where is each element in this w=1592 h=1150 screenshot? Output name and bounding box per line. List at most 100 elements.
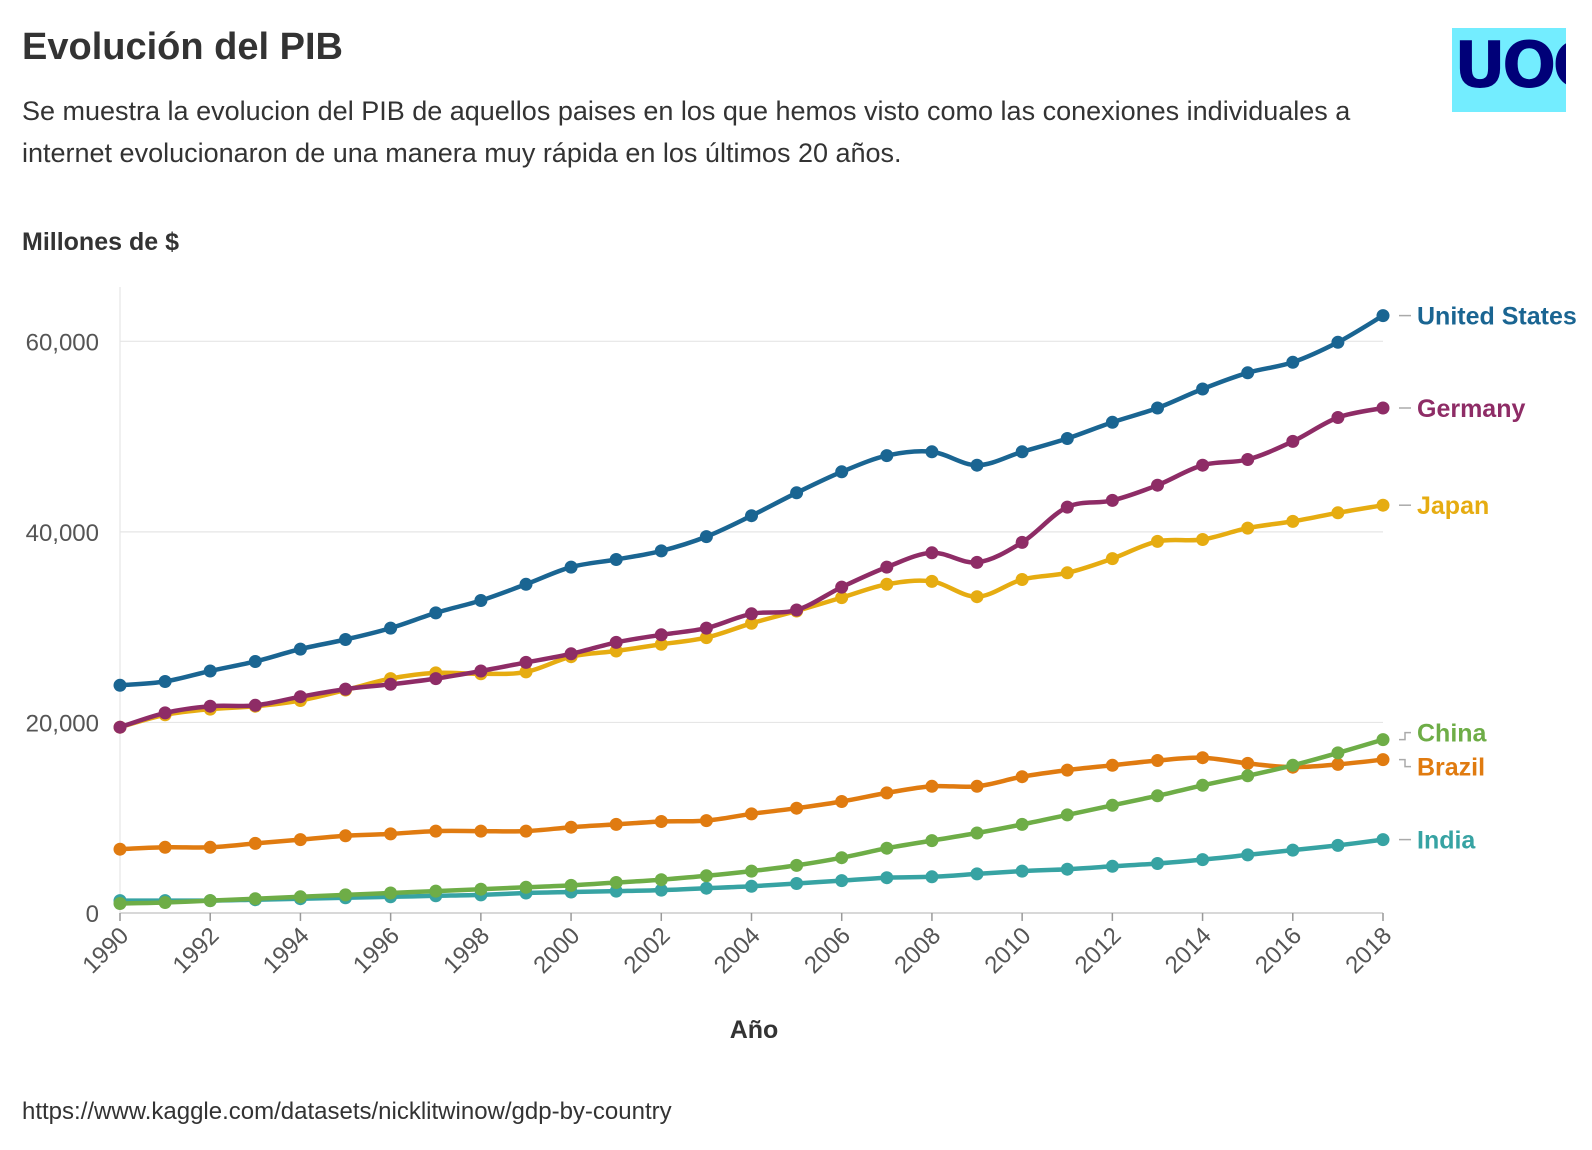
data-point[interactable]: [339, 682, 352, 696]
data-point[interactable]: [384, 827, 398, 841]
data-point[interactable]: [248, 836, 262, 850]
data-point[interactable]: [1151, 478, 1164, 492]
data-point[interactable]: [1060, 808, 1074, 822]
data-point[interactable]: [1241, 848, 1255, 862]
data-point[interactable]: [1151, 857, 1164, 870]
data-point[interactable]: [474, 882, 488, 896]
data-point[interactable]: [970, 867, 984, 881]
data-point[interactable]: [1015, 445, 1029, 459]
data-point[interactable]: [1286, 355, 1300, 369]
data-point[interactable]: [203, 664, 217, 678]
data-point[interactable]: [1105, 758, 1119, 772]
data-point[interactable]: [790, 603, 804, 617]
data-point[interactable]: [293, 642, 307, 656]
data-point[interactable]: [519, 880, 533, 894]
data-point[interactable]: [790, 486, 804, 500]
data-point[interactable]: [1151, 401, 1164, 415]
data-point[interactable]: [203, 699, 217, 713]
data-point[interactable]: [699, 530, 713, 544]
data-point[interactable]: [1241, 521, 1255, 535]
data-point[interactable]: [1196, 382, 1210, 396]
data-point[interactable]: [158, 896, 172, 909]
data-point[interactable]: [564, 820, 578, 834]
data-point[interactable]: [745, 607, 758, 621]
data-point[interactable]: [1151, 534, 1164, 548]
data-point[interactable]: [1060, 566, 1074, 580]
data-point[interactable]: [1196, 533, 1210, 546]
data-point[interactable]: [699, 814, 713, 828]
data-point[interactable]: [158, 706, 172, 720]
data-point[interactable]: [474, 594, 488, 607]
data-point[interactable]: [1105, 798, 1119, 812]
data-point[interactable]: [835, 591, 849, 605]
data-point[interactable]: [654, 883, 668, 897]
data-point[interactable]: [1286, 514, 1300, 528]
data-point[interactable]: [519, 665, 533, 679]
data-point[interactable]: [654, 628, 668, 642]
data-point[interactable]: [1376, 401, 1390, 415]
data-point[interactable]: [429, 884, 443, 898]
data-point[interactable]: [113, 842, 127, 856]
data-point[interactable]: [1331, 746, 1345, 760]
data-point[interactable]: [1241, 756, 1255, 770]
data-point[interactable]: [1241, 453, 1255, 466]
data-point[interactable]: [835, 580, 849, 594]
data-point[interactable]: [1196, 751, 1210, 765]
data-point[interactable]: [699, 881, 713, 895]
data-point[interactable]: [835, 795, 849, 808]
data-point[interactable]: [880, 577, 894, 591]
data-point[interactable]: [1376, 309, 1390, 323]
data-point[interactable]: [248, 892, 262, 906]
data-point[interactable]: [1331, 757, 1345, 771]
data-point[interactable]: [745, 616, 758, 630]
data-point[interactable]: [925, 834, 939, 848]
data-point[interactable]: [1196, 853, 1210, 867]
data-point[interactable]: [519, 824, 533, 838]
data-point[interactable]: [745, 807, 758, 821]
data-point[interactable]: [835, 851, 849, 865]
data-point[interactable]: [745, 864, 758, 878]
data-point[interactable]: [1331, 411, 1345, 424]
data-point[interactable]: [293, 833, 307, 847]
data-point[interactable]: [925, 779, 939, 793]
data-point[interactable]: [835, 465, 849, 479]
data-point[interactable]: [1196, 778, 1210, 792]
data-point[interactable]: [1015, 817, 1029, 831]
data-point[interactable]: [925, 870, 939, 884]
data-point[interactable]: [609, 635, 623, 649]
data-point[interactable]: [970, 779, 984, 793]
data-point[interactable]: [564, 647, 578, 661]
data-point[interactable]: [203, 840, 217, 854]
data-point[interactable]: [790, 877, 804, 890]
data-point[interactable]: [654, 815, 668, 828]
data-point[interactable]: [1286, 434, 1300, 448]
data-point[interactable]: [1376, 833, 1390, 847]
data-point[interactable]: [880, 786, 894, 800]
data-point[interactable]: [1105, 552, 1119, 566]
data-point[interactable]: [339, 633, 352, 646]
data-point[interactable]: [970, 458, 984, 472]
data-point[interactable]: [293, 690, 307, 704]
data-point[interactable]: [1060, 432, 1074, 445]
data-point[interactable]: [113, 720, 127, 734]
data-point[interactable]: [1331, 506, 1345, 520]
data-point[interactable]: [1015, 864, 1029, 878]
data-point[interactable]: [519, 655, 533, 669]
data-point[interactable]: [609, 876, 623, 889]
data-point[interactable]: [745, 509, 758, 523]
data-point[interactable]: [1060, 862, 1074, 876]
data-point[interactable]: [970, 590, 984, 604]
data-point[interactable]: [158, 675, 172, 688]
data-point[interactable]: [1015, 535, 1029, 549]
data-point[interactable]: [880, 449, 894, 463]
data-point[interactable]: [564, 560, 578, 574]
data-point[interactable]: [1331, 838, 1345, 852]
data-point[interactable]: [1241, 366, 1255, 380]
data-point[interactable]: [1015, 573, 1029, 586]
data-point[interactable]: [880, 841, 894, 855]
data-point[interactable]: [1105, 415, 1119, 429]
data-point[interactable]: [474, 824, 488, 838]
data-point[interactable]: [474, 664, 488, 678]
data-point[interactable]: [699, 631, 713, 645]
data-point[interactable]: [1286, 758, 1300, 772]
